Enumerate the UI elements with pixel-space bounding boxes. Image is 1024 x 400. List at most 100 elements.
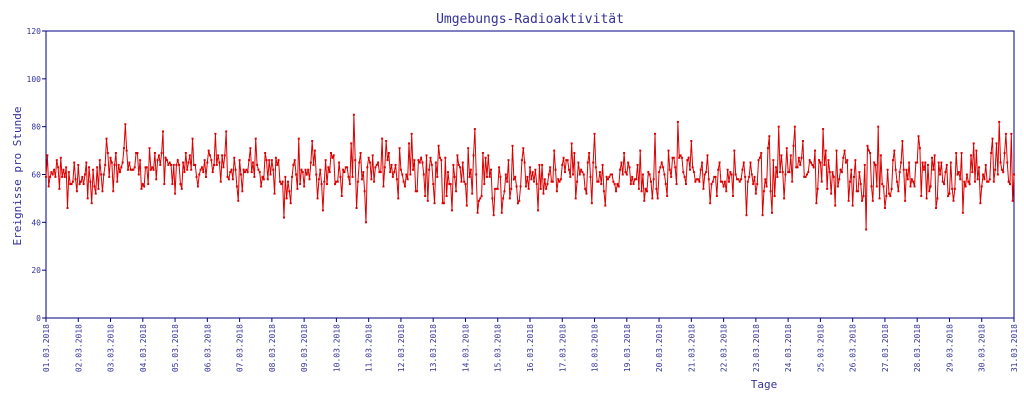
- data-point: [994, 168, 997, 171]
- y-axis: 0 20 40 60 80 100 120: [27, 27, 46, 323]
- data-point: [480, 195, 483, 198]
- x-tick-label: 07.03.2018: [236, 324, 245, 372]
- data-point: [992, 180, 995, 183]
- data-point: [753, 175, 756, 178]
- data-point: [391, 175, 394, 178]
- data-point: [51, 173, 54, 176]
- data-point: [296, 187, 299, 190]
- data-point: [397, 197, 400, 200]
- data-point: [835, 149, 838, 152]
- data-point: [663, 173, 666, 176]
- data-point: [698, 180, 701, 183]
- data-point: [362, 171, 365, 174]
- data-point: [596, 180, 599, 183]
- data-point: [303, 185, 306, 188]
- data-point: [921, 161, 924, 164]
- data-point: [45, 175, 47, 178]
- data-point: [991, 137, 994, 140]
- data-point: [278, 180, 281, 183]
- data-point: [964, 185, 967, 188]
- data-point: [928, 190, 931, 193]
- data-point: [473, 128, 476, 131]
- data-point: [175, 163, 178, 166]
- data-point: [863, 163, 866, 166]
- data-point: [900, 161, 903, 164]
- data-point: [325, 183, 328, 186]
- data-point: [538, 163, 541, 166]
- data-point: [535, 183, 538, 186]
- data-point: [518, 199, 521, 202]
- data-point: [132, 168, 135, 171]
- data-point: [145, 166, 148, 169]
- data-point: [218, 161, 221, 164]
- data-point: [531, 171, 534, 174]
- data-point: [565, 159, 568, 162]
- data-point: [204, 175, 207, 178]
- data-point: [772, 159, 775, 162]
- data-point: [667, 149, 670, 152]
- data-point: [865, 228, 868, 231]
- data-point: [847, 199, 850, 202]
- data-point: [264, 151, 267, 154]
- data-point: [147, 183, 150, 186]
- data-point: [718, 161, 721, 164]
- data-point: [260, 185, 263, 188]
- data-point: [996, 173, 999, 176]
- data-point: [225, 130, 228, 133]
- data-point: [163, 183, 166, 186]
- data-point: [332, 154, 335, 157]
- data-point: [61, 175, 64, 178]
- data-point: [850, 168, 853, 171]
- data-point: [371, 154, 374, 157]
- data-point: [625, 173, 628, 176]
- data-point: [655, 187, 658, 190]
- data-point: [292, 163, 295, 166]
- data-point: [284, 175, 287, 178]
- data-point: [268, 159, 271, 162]
- data-point: [202, 171, 205, 174]
- data-point: [408, 142, 410, 145]
- data-point: [340, 195, 343, 198]
- data-point: [616, 183, 619, 186]
- data-point: [477, 199, 480, 202]
- data-point: [635, 178, 638, 181]
- data-point: [273, 192, 276, 195]
- data-point: [875, 185, 878, 188]
- data-point: [542, 192, 545, 195]
- data-point: [892, 159, 894, 162]
- data-point: [951, 187, 954, 190]
- data-point: [629, 183, 632, 186]
- data-point: [959, 178, 962, 181]
- data-point: [265, 159, 268, 162]
- data-point: [387, 151, 390, 154]
- data-point: [1007, 180, 1010, 183]
- data-point: [272, 168, 275, 171]
- data-point: [141, 183, 144, 186]
- data-point: [757, 159, 760, 162]
- data-point: [196, 185, 199, 188]
- data-point: [982, 173, 985, 176]
- data-point: [842, 156, 845, 159]
- data-point: [721, 180, 724, 183]
- data-point: [414, 190, 417, 193]
- data-point: [960, 151, 963, 154]
- data-point: [902, 168, 905, 171]
- data-point: [832, 175, 835, 178]
- data-point: [69, 183, 72, 186]
- data-point: [944, 171, 947, 174]
- data-point: [768, 135, 771, 138]
- data-point: [561, 163, 564, 166]
- data-point: [559, 178, 562, 181]
- data-point: [106, 151, 109, 154]
- data-point: [195, 175, 198, 178]
- data-point: [658, 171, 661, 174]
- x-tick-label: 14.03.2018: [461, 324, 470, 372]
- data-point: [871, 199, 874, 202]
- data-point: [500, 211, 503, 214]
- data-point: [266, 178, 269, 181]
- data-point: [563, 171, 566, 174]
- data-point: [245, 168, 248, 171]
- data-point: [637, 187, 640, 190]
- data-point: [311, 140, 314, 143]
- data-point: [430, 163, 433, 166]
